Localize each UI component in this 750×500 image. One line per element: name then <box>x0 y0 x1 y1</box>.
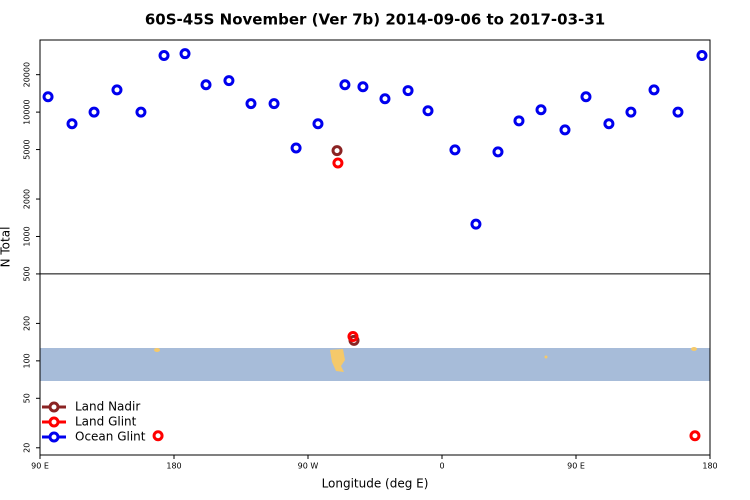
legend-label: Land Glint <box>75 415 137 429</box>
y-tick-label: 200 <box>23 316 32 331</box>
data-point <box>245 98 257 110</box>
data-point <box>290 142 302 154</box>
data-point <box>402 85 414 97</box>
y-tick-label: 20 <box>23 443 32 453</box>
land-shape <box>330 349 345 372</box>
y-tick-label: 10000 <box>23 99 32 124</box>
x-tick-label: 90 E <box>567 462 585 471</box>
x-tick-label: 90 E <box>31 462 49 471</box>
data-point <box>470 218 482 230</box>
legend-marker <box>48 416 60 428</box>
data-point <box>152 430 164 442</box>
data-point <box>42 91 54 103</box>
y-tick-label: 100 <box>23 353 32 368</box>
data-point <box>625 106 637 118</box>
data-point <box>357 81 369 93</box>
data-point <box>603 118 615 130</box>
data-point <box>179 48 191 60</box>
data-point <box>135 106 147 118</box>
data-point <box>379 93 391 105</box>
data-point <box>648 84 660 96</box>
data-point <box>422 105 434 117</box>
data-point <box>111 84 123 96</box>
data-point <box>66 118 78 130</box>
land-shape <box>544 355 548 359</box>
data-point <box>339 79 351 91</box>
y-tick-label: 5000 <box>23 139 32 159</box>
data-point <box>513 115 525 127</box>
data-point <box>696 50 708 62</box>
data-point <box>535 104 547 116</box>
plot-frame <box>39 39 711 456</box>
data-point <box>88 106 100 118</box>
y-tick-label: 1000 <box>23 226 32 246</box>
data-point <box>200 79 212 91</box>
chart-title: 60S-45S November (Ver 7b) 2014-09-06 to … <box>145 11 605 29</box>
data-point <box>223 75 235 87</box>
legend-marker <box>48 401 60 413</box>
x-tick-label: 90 W <box>298 462 319 471</box>
x-tick-label: 0 <box>439 462 444 471</box>
x-tick-label: 180 <box>702 462 717 471</box>
y-tick-label: 2000 <box>23 189 32 209</box>
x-tick-label: 180 <box>166 462 181 471</box>
data-point <box>268 98 280 110</box>
map-strip <box>40 348 710 381</box>
data-point <box>158 50 170 62</box>
data-point <box>689 430 701 442</box>
y-tick-label: 50 <box>23 393 32 403</box>
data-point <box>347 330 359 342</box>
data-point <box>332 157 344 169</box>
data-point <box>580 91 592 103</box>
land-shape <box>154 348 160 352</box>
y-tick-label: 20000 <box>23 62 32 87</box>
data-point <box>449 144 461 156</box>
y-tick-label: 500 <box>23 266 32 281</box>
y-axis-label: N Total <box>0 227 13 268</box>
legend-label: Ocean Glint <box>75 430 146 444</box>
x-axis-label: Longitude (deg E) <box>322 477 429 491</box>
data-point <box>331 145 343 157</box>
land-shape <box>691 347 697 351</box>
data-point <box>559 124 571 136</box>
data-point <box>312 118 324 130</box>
data-point <box>672 106 684 118</box>
legend-marker <box>48 431 60 443</box>
legend-label: Land Nadir <box>75 400 140 414</box>
data-point <box>492 146 504 158</box>
